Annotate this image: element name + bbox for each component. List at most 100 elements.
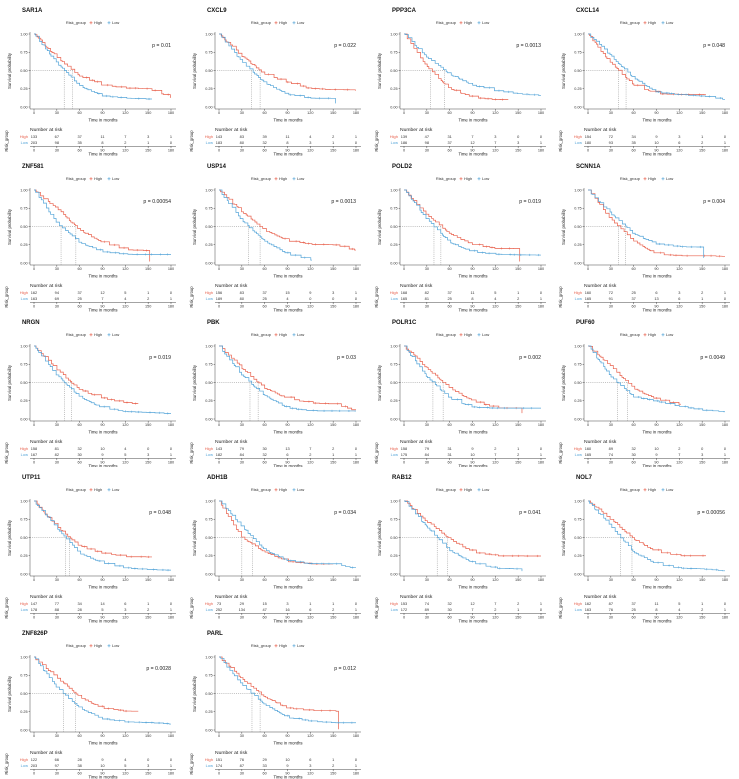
median-reference-lines — [584, 226, 626, 265]
legend-item-low: Low — [481, 20, 488, 25]
risk-table-title: Number at risk — [584, 439, 617, 445]
x-tick-label: 120 — [307, 422, 313, 426]
y-tick-label: 0.00 — [20, 417, 27, 421]
y-tick-label: 0.00 — [205, 573, 212, 577]
risk-table-axis — [584, 301, 731, 304]
censor-plus-icon — [478, 563, 481, 566]
median-reference-lines — [214, 226, 261, 265]
y-axis-label: Survival probability — [561, 520, 566, 557]
risk-count: 183 — [216, 140, 222, 145]
risk-count: 82 — [55, 451, 59, 456]
plot-axes — [582, 187, 731, 267]
censor-plus-icon — [515, 568, 518, 571]
risk-x-tick-label: 60 — [262, 616, 266, 620]
y-tick-label: 0.00 — [205, 728, 212, 732]
legend-plus-marker-icon — [476, 21, 480, 25]
risk-count: 2 — [701, 140, 703, 145]
censor-plus-icon — [157, 722, 161, 725]
risk-row-label-low: Low — [21, 140, 28, 145]
censor-plus-icon — [147, 97, 151, 101]
risk-count: 0 — [170, 601, 172, 606]
risk-x-tick-label: 60 — [447, 304, 451, 308]
risk-count: 2 — [147, 296, 149, 301]
y-tick-label: 0.50 — [574, 536, 581, 540]
censor-plus-icon — [310, 720, 313, 723]
risk-table-y-label: Risk_group — [558, 441, 563, 463]
risk-row-label-low: Low — [575, 140, 582, 145]
x-tick-label: 90 — [655, 422, 659, 426]
censor-plus-icon — [657, 90, 661, 94]
risk-x-tick-label: 60 — [447, 460, 451, 464]
p-value: p = 0.012 — [334, 666, 356, 672]
km-panel-CXCL14: CXCL14 Risk_group High Low p = 0.048 1.00 0.75… — [554, 0, 739, 156]
risk-x-tick-label: 90 — [285, 771, 289, 775]
p-value: p = 0.034 — [334, 510, 356, 516]
risk-x-tick-label: 120 — [307, 771, 313, 775]
censor-plus-icon — [137, 97, 140, 100]
risk-count: 25 — [262, 296, 266, 301]
risk-count: 1 — [517, 607, 519, 612]
risk-table-title: Number at risk — [215, 283, 248, 289]
y-tick-label: 1.00 — [20, 344, 27, 348]
censor-plus-icon — [689, 555, 692, 558]
median-reference-lines — [584, 537, 633, 577]
p-value: p = 0.041 — [519, 510, 541, 516]
censor-plus-icon — [648, 398, 651, 401]
survival-curve-low — [588, 501, 726, 572]
plot-axes — [213, 499, 361, 579]
censor-plus-icon — [113, 407, 116, 410]
x-tick-label: 30 — [609, 267, 613, 271]
risk-x-tick-label: 60 — [262, 304, 266, 308]
risk-x-tick-label: 0 — [402, 304, 404, 308]
risk-count: 4 — [124, 296, 127, 301]
censor-plus-icon — [136, 253, 139, 256]
x-tick-label: 0 — [587, 267, 589, 271]
risk-x-tick-label: 60 — [447, 148, 451, 152]
risk-count: 25 — [78, 296, 82, 301]
legend-plus-marker-icon — [89, 177, 93, 181]
legend-item-low: Low — [112, 176, 119, 181]
legend-plus-marker-icon — [292, 332, 296, 336]
risk-count: 5 — [679, 601, 681, 606]
censor-plus-icon — [85, 76, 88, 79]
risk-count: 30 — [447, 607, 451, 612]
x-axis-label: Time in months — [458, 273, 487, 278]
censor-plus-icon — [124, 710, 128, 713]
p-value: p = 0.0013 — [516, 43, 541, 49]
risk-x-tick-label: 0 — [218, 771, 220, 775]
censor-plus-icon — [718, 254, 722, 258]
legend-plus-marker-icon — [459, 21, 462, 25]
risk-count: 67 — [55, 134, 59, 139]
risk-count: 29 — [262, 757, 266, 762]
risk-count: 5 — [101, 607, 103, 612]
x-tick-label: 180 — [168, 267, 174, 271]
x-tick-label: 150 — [145, 267, 151, 271]
risk-count: 154 — [585, 134, 592, 139]
risk-x-tick-label: 0 — [218, 148, 220, 152]
censor-plus-icon — [343, 244, 346, 248]
censor-plus-icon — [675, 253, 678, 257]
x-tick-label: 90 — [470, 267, 474, 271]
censor-plus-icon — [533, 93, 536, 96]
survival-curve-high — [588, 345, 682, 405]
risk-row-label-low: Low — [205, 607, 212, 612]
risk-x-axis-label: Time in months — [88, 774, 117, 779]
x-axis-label: Time in months — [88, 273, 117, 278]
legend-item-high: High — [94, 20, 102, 25]
x-axis-label: Time in months — [643, 429, 672, 434]
risk-count: 30 — [262, 445, 266, 450]
censor-plus-icon — [298, 561, 302, 564]
x-tick-label: 90 — [100, 578, 104, 582]
risk-table-title: Number at risk — [215, 439, 248, 445]
legend-item-high: High — [463, 332, 471, 337]
legend-plus-marker-icon — [107, 488, 111, 492]
legend-title: Risk_group — [66, 488, 87, 493]
legend-title: Risk_group — [435, 488, 456, 493]
risk-x-tick-label: 60 — [78, 616, 82, 620]
risk-count: 30 — [632, 451, 636, 456]
median-reference-lines — [214, 70, 261, 109]
risk-count: 97 — [55, 763, 59, 768]
censor-plus-icon — [158, 411, 161, 414]
legend-item-high: High — [94, 643, 102, 648]
survival-curve-high — [34, 33, 171, 98]
